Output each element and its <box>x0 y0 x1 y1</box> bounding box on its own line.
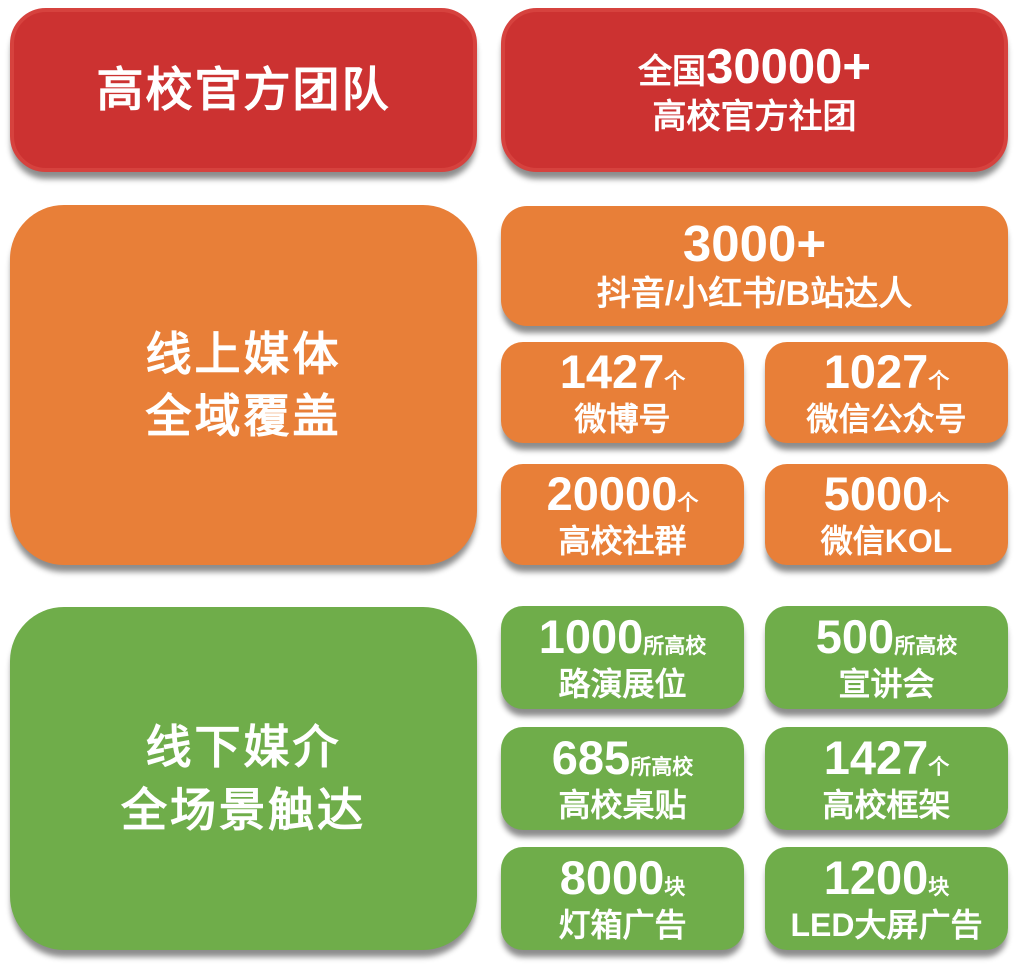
offline-media-title-card: 线下媒介 全场景触达 <box>10 607 477 950</box>
campus-group-unit: 个 <box>677 491 699 515</box>
official-team-title-card: 高校官方团队 <box>10 8 477 172</box>
wechat-account-stat-card: 1027个 微信公众号 <box>765 342 1008 443</box>
wechat-kol-unit: 个 <box>928 491 950 515</box>
lightbox-label: 灯箱广告 <box>558 906 687 943</box>
seminar-unit: 所高校 <box>894 634 958 658</box>
wechat-account-number: 1027 <box>823 344 929 398</box>
led-screen-number: 1200 <box>823 850 929 904</box>
roadshow-number-line: 1000所高校 <box>539 613 707 660</box>
campus-group-label: 高校社群 <box>558 522 687 559</box>
frame-number: 1427 <box>823 730 929 784</box>
weibo-unit: 个 <box>664 369 686 393</box>
roadshow-number: 1000 <box>538 609 644 663</box>
online-media-title-card: 线上媒体 全域覆盖 <box>10 205 477 565</box>
offline-media-title: 线下媒介 全场景触达 <box>121 716 366 840</box>
wechat-account-unit: 个 <box>928 369 950 393</box>
lightbox-number: 8000 <box>559 850 665 904</box>
roadshow-label: 路演展位 <box>558 665 687 702</box>
wechat-account-label: 微信公众号 <box>806 400 967 437</box>
desk-sticker-number: 685 <box>551 730 631 784</box>
roadshow-unit: 所高校 <box>643 634 707 658</box>
desk-sticker-label: 高校桌贴 <box>558 786 687 823</box>
lightbox-stat-card: 8000块 灯箱广告 <box>501 847 744 950</box>
influencer-number: 3000+ <box>682 215 827 273</box>
led-screen-unit: 块 <box>928 875 950 899</box>
seminar-number-line: 500所高校 <box>816 613 957 660</box>
seminar-number: 500 <box>815 609 895 663</box>
led-screen-label: LED大屏广告 <box>790 906 983 943</box>
wechat-kol-label: 微信KOL <box>820 522 953 559</box>
wechat-kol-stat-card: 5000个 微信KOL <box>765 464 1008 565</box>
influencer-label: 抖音/小红书/B站达人 <box>596 275 913 314</box>
roadshow-stat-card: 1000所高校 路演展位 <box>501 606 744 709</box>
official-club-number-line: 全国30000+ <box>638 39 871 94</box>
official-team-title: 高校官方团队 <box>96 63 391 117</box>
weibo-stat-card: 1427个 微博号 <box>501 342 744 443</box>
lightbox-number-line: 8000块 <box>560 854 686 901</box>
campus-group-number-line: 20000个 <box>547 470 699 517</box>
seminar-label: 宣讲会 <box>838 665 935 702</box>
online-media-title: 线上媒体 全域覆盖 <box>146 323 342 447</box>
online-media-title-line1: 线上媒体 <box>145 327 342 380</box>
wechat-kol-number-line: 5000个 <box>824 470 950 517</box>
desk-sticker-stat-card: 685所高校 高校桌贴 <box>501 727 744 830</box>
online-media-title-line2: 全域覆盖 <box>145 390 342 442</box>
desk-sticker-unit: 所高校 <box>630 755 694 779</box>
campus-group-stat-card: 20000个 高校社群 <box>501 464 744 565</box>
official-club-label: 高校官方社团 <box>652 97 857 136</box>
frame-stat-card: 1427个 高校框架 <box>765 727 1008 830</box>
offline-media-title-line2: 全场景触达 <box>121 783 366 836</box>
offline-media-title-line1: 线下媒介 <box>145 721 342 774</box>
weibo-label: 微博号 <box>574 400 671 437</box>
wechat-kol-number: 5000 <box>823 466 929 520</box>
official-club-prefix: 全国 <box>638 52 707 91</box>
campus-group-number: 20000 <box>546 466 678 520</box>
frame-unit: 个 <box>928 755 950 779</box>
official-club-stat-card: 全国30000+ 高校官方社团 <box>501 8 1008 172</box>
frame-number-line: 1427个 <box>824 734 950 781</box>
wechat-account-number-line: 1027个 <box>824 348 950 395</box>
official-club-number: 30000+ <box>706 39 871 94</box>
led-screen-stat-card: 1200块 LED大屏广告 <box>765 847 1008 950</box>
led-screen-number-line: 1200块 <box>824 854 950 901</box>
lightbox-unit: 块 <box>664 875 686 899</box>
frame-label: 高校框架 <box>822 786 951 823</box>
weibo-number-line: 1427个 <box>560 348 686 395</box>
seminar-stat-card: 500所高校 宣讲会 <box>765 606 1008 709</box>
influencer-stat-card: 3000+ 抖音/小红书/B站达人 <box>501 206 1008 326</box>
weibo-number: 1427 <box>559 344 665 398</box>
desk-sticker-number-line: 685所高校 <box>552 734 693 781</box>
